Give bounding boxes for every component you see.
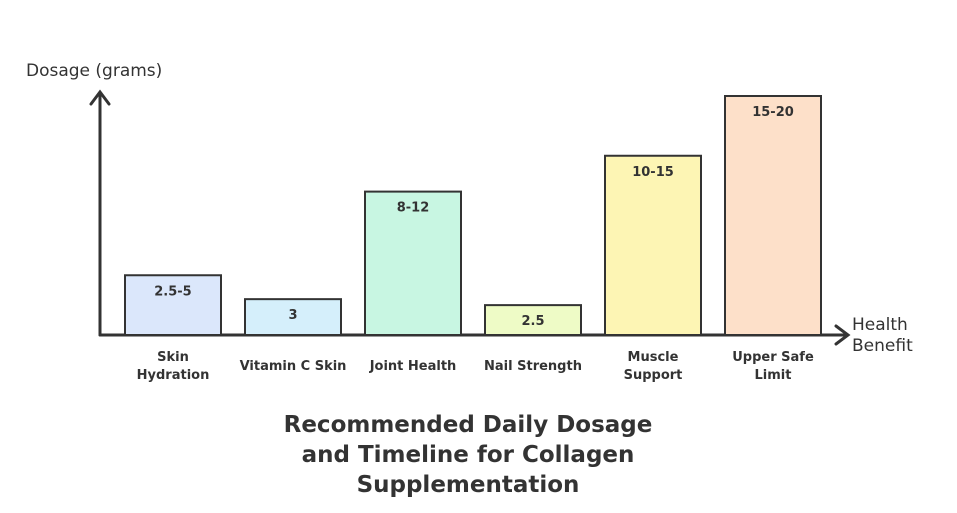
value-label: 15-20 <box>752 105 794 120</box>
x-tick-label: Muscle Support <box>623 350 683 383</box>
y-axis-label: Dosage (grams) <box>26 61 163 81</box>
value-label: 8-12 <box>397 201 430 216</box>
x-arrow <box>834 324 851 346</box>
bar <box>484 304 582 336</box>
x-tick-label: Joint Health <box>369 359 457 374</box>
x-tick-label: Skin Hydration <box>136 350 210 383</box>
bar <box>124 274 222 336</box>
bar <box>244 298 342 336</box>
x-tick-label: Nail Strength <box>484 359 582 374</box>
value-label: 2.5 <box>521 314 544 329</box>
bar <box>364 190 462 336</box>
value-label: 10-15 <box>632 165 674 180</box>
value-label: 3 <box>288 308 297 323</box>
y-arrow <box>89 89 111 106</box>
bar <box>604 154 702 336</box>
bar <box>724 95 822 336</box>
x-axis-label: Health Benefit <box>852 315 913 356</box>
x-tick-label: Vitamin C Skin <box>239 359 347 374</box>
value-label: 2.5-5 <box>154 284 191 299</box>
chart-title: Recommended Daily Dosage and Timeline fo… <box>283 412 653 498</box>
x-tick-label: Upper Safe Limit <box>732 350 814 383</box>
